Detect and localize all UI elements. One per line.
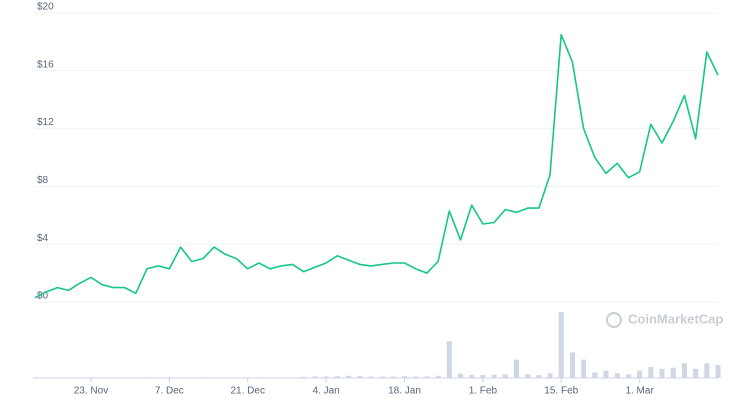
volume-bar (390, 376, 396, 378)
volume-bar (569, 352, 575, 378)
volume-bar (110, 377, 116, 378)
volume-bar (66, 377, 72, 378)
volume-bar (323, 376, 329, 378)
volume-bar (346, 375, 352, 378)
volume-bar (704, 363, 710, 378)
volume-bar (603, 370, 609, 378)
volume-bar (368, 376, 374, 378)
volume-bar (278, 377, 284, 378)
x-tick-label: 1. Mar (625, 386, 654, 397)
volume-bar (681, 363, 687, 378)
y-tick-label: $12 (37, 117, 54, 128)
volume-bar (513, 359, 519, 378)
x-tick-label: 15. Feb (544, 386, 578, 397)
volume-bar (446, 341, 452, 378)
volume-bar (693, 368, 699, 378)
watermark: CoinMarketCap (628, 311, 723, 326)
volume-bar (547, 373, 553, 378)
volume-bar (189, 377, 195, 378)
volume-bar (715, 365, 721, 378)
volume-bar (592, 372, 598, 378)
volume-bar (222, 377, 228, 378)
volume-bar (491, 374, 497, 378)
volume-bar (558, 312, 564, 378)
volume-bar (122, 377, 128, 378)
volume-bar (166, 377, 172, 378)
volume-bar (525, 374, 531, 378)
y-tick-label: $20 (37, 2, 54, 13)
y-tick-label: $16 (37, 59, 54, 70)
volume-bar (290, 377, 296, 378)
volume-bar (435, 375, 441, 378)
volume-bar (211, 377, 217, 378)
volume-bar (178, 377, 184, 378)
volume-bar (469, 375, 475, 378)
volume-bar (133, 377, 139, 378)
volume-bar (480, 375, 486, 378)
plot: $0 $4 $8 $12 $16 $20 23. Nov 7. Dec 21. Dec 4. Ja… (32, 2, 721, 397)
volume-bar (99, 377, 105, 378)
volume-bar (401, 376, 407, 378)
price-line (34, 33, 719, 299)
watermark-logo (606, 312, 622, 328)
volume-bar (581, 359, 587, 378)
volume-bar (457, 373, 463, 378)
volume-bar (301, 376, 307, 378)
volume-bar (88, 377, 94, 378)
volume-bar (536, 375, 542, 378)
volume-bar (614, 373, 620, 378)
x-tick-label: 7. Dec (155, 386, 184, 397)
volume-bar (77, 377, 83, 378)
volume-bar (200, 377, 206, 378)
x-tick-label: 23. Nov (74, 386, 108, 397)
volume-bar (267, 377, 273, 378)
volume-bar (245, 377, 251, 378)
volume-bar (256, 377, 262, 378)
volume-bar (659, 368, 665, 378)
volume-bar (357, 376, 363, 378)
volume-bar (312, 376, 318, 378)
y-tick-label: $0 (37, 291, 49, 302)
y-tick-label: $4 (37, 233, 49, 244)
volume-bar (379, 376, 385, 378)
x-tick-label: 21. Dec (231, 386, 265, 397)
volume-bar (637, 370, 643, 378)
volume-bar (54, 377, 60, 378)
volume-bar (334, 376, 340, 378)
volume-bar (144, 377, 150, 378)
volume-bar (648, 367, 654, 378)
volume-bar (32, 377, 38, 378)
volume-bar (234, 377, 240, 378)
volume-bar (43, 377, 49, 378)
volume-bar (625, 374, 631, 378)
x-tick-label: 18. Jan (388, 386, 421, 397)
volume-bar (670, 367, 676, 378)
x-tick-label: 1. Feb (469, 386, 498, 397)
volume-bar (424, 376, 430, 378)
volume-bar (502, 374, 508, 378)
volume-bar (413, 376, 419, 378)
volume-bar (155, 377, 161, 378)
y-tick-label: $8 (37, 175, 49, 186)
x-tick-label: 4. Jan (312, 386, 339, 397)
